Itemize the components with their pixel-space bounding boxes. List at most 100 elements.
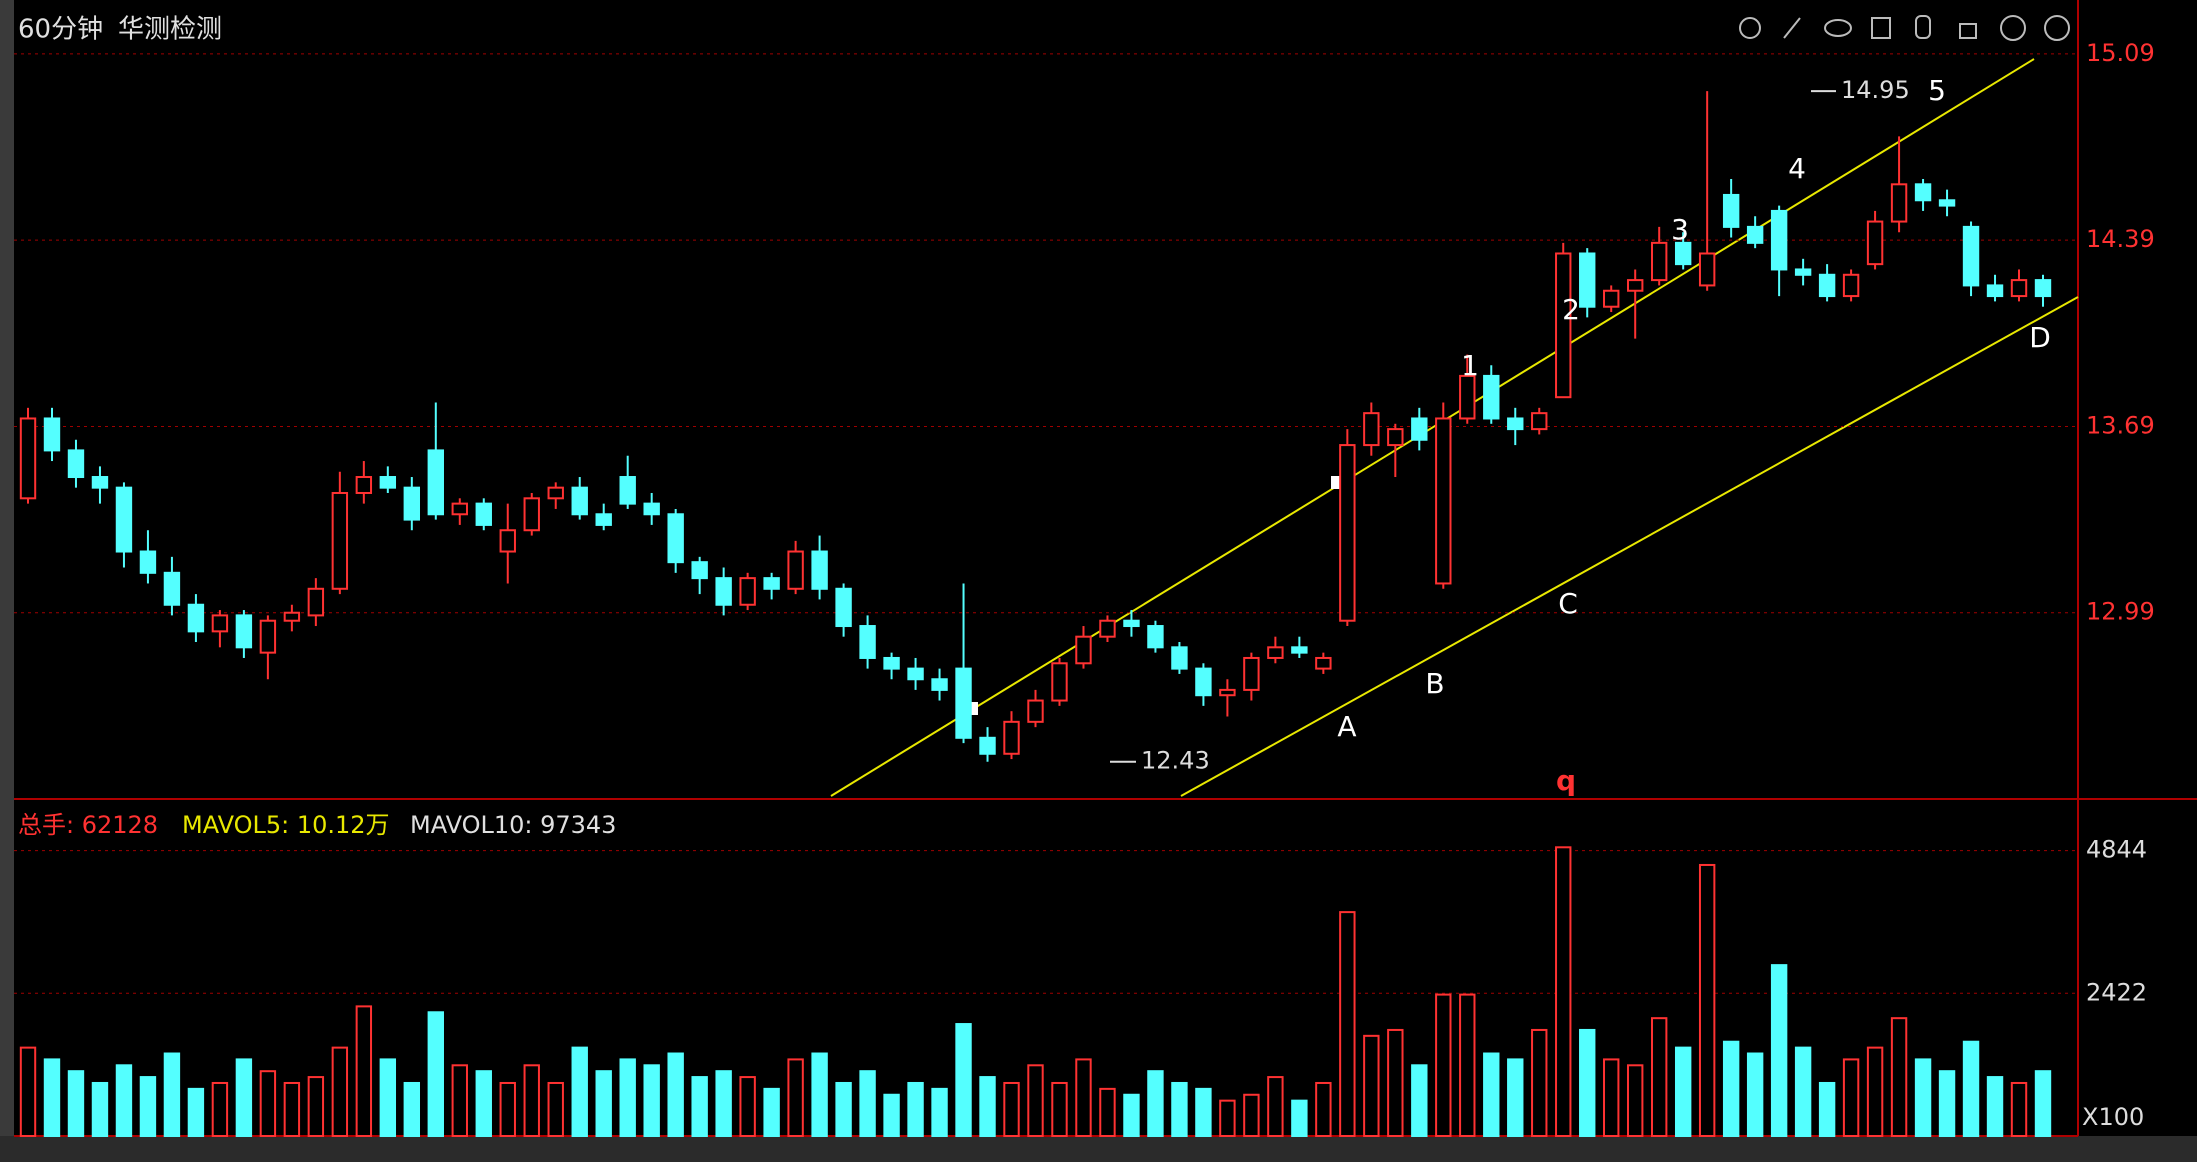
volume-bar [115, 1064, 133, 1138]
bottom-tabs[interactable] [0, 1136, 2197, 1162]
volume-bar [595, 1070, 612, 1137]
volume-bar [139, 1076, 157, 1138]
volume-bar [1339, 911, 1356, 1137]
volume-bar [1003, 1081, 1020, 1137]
marks: 12.99 13.69 14.39 15.09 2422 4844 X100 总手: 6212… [14, 39, 2155, 1138]
wave-label: D [2029, 321, 2051, 354]
volume-bar [43, 1058, 61, 1138]
left-strip [0, 0, 14, 1136]
candle-body [835, 587, 852, 628]
candle-body [1291, 646, 1308, 654]
toolbar[interactable] [1739, 15, 2070, 41]
volume-bar [1770, 964, 1788, 1137]
candle-body [715, 577, 732, 606]
volume-bar [1698, 863, 1716, 1137]
lock-icon[interactable] [1959, 23, 1977, 39]
wave-label: 4 [1788, 152, 1806, 185]
volume-bar [1842, 1058, 1860, 1138]
volume-bar [955, 1023, 972, 1137]
high-annotation: 14.95 [1841, 76, 1910, 104]
candle-body [1027, 699, 1044, 723]
candle-body [235, 614, 253, 649]
candle-body [1890, 183, 1908, 223]
channel [830, 58, 2079, 797]
volume-bar [211, 1081, 229, 1137]
candle-body [955, 667, 972, 739]
wave-label: C [1558, 587, 1578, 620]
candle-body [1363, 412, 1380, 447]
volume-bar [307, 1076, 325, 1138]
zoom-in-icon[interactable] [2000, 15, 2026, 41]
candle-body [499, 529, 516, 553]
candle-body [307, 587, 325, 617]
candle-body [1267, 646, 1284, 659]
candle-body [1243, 656, 1260, 691]
hand-icon[interactable] [1915, 15, 1931, 39]
candle-body [1219, 688, 1236, 697]
period: 60分钟 [18, 15, 103, 45]
y-tick-label: 14.39 [2086, 225, 2155, 253]
volume-bar [1387, 1028, 1404, 1138]
candle-body [1962, 225, 1980, 287]
volume-bar [907, 1081, 924, 1137]
candle-body [931, 678, 948, 691]
candle-body [1698, 252, 1716, 287]
volume-bar [835, 1081, 852, 1137]
candle-body [1794, 268, 1812, 276]
volume-bar [1507, 1058, 1524, 1138]
candle-body [1674, 241, 1692, 266]
candle-body [1483, 374, 1500, 420]
volume-bar [403, 1081, 421, 1137]
volume-bar [1938, 1070, 1956, 1137]
eye-icon[interactable] [1824, 19, 1852, 37]
low-annotation: 12.43 [1141, 747, 1210, 775]
candle-body [1051, 662, 1068, 702]
candle-body [1866, 220, 1884, 266]
volume-bar [91, 1081, 109, 1137]
zoom-out-icon[interactable] [2044, 15, 2070, 41]
volume-bar [691, 1076, 708, 1138]
candle-body [1171, 646, 1188, 670]
settings-icon[interactable] [1739, 17, 1761, 39]
volume-tick-label: 2422 [2086, 978, 2147, 1006]
candle-body [43, 417, 61, 452]
volume-bar [1627, 1064, 1644, 1138]
pen-icon[interactable] [1783, 17, 1801, 39]
candle-body [1123, 619, 1140, 628]
volume-bar [1027, 1064, 1044, 1138]
volume-bar [1603, 1058, 1620, 1138]
candle-body [1555, 252, 1572, 399]
candle-body [1914, 183, 1932, 202]
wave-label: 5 [1928, 74, 1946, 107]
volume-bar [979, 1076, 996, 1138]
candle-body [379, 476, 397, 489]
volume-bar [571, 1046, 588, 1138]
candle-body [1650, 241, 1668, 282]
volume-bar [787, 1058, 804, 1138]
channel-lower [1180, 296, 2079, 797]
candle-body [1147, 625, 1164, 649]
box-icon[interactable] [1871, 17, 1891, 39]
candle-body [1075, 635, 1092, 665]
candle-body [259, 619, 277, 654]
volume-bar [1794, 1046, 1812, 1138]
volume-bar [667, 1052, 684, 1137]
volume-bar [811, 1052, 828, 1137]
indicator: MAVOL5: 10.12万 [182, 811, 390, 839]
volume-bar [1890, 1017, 1908, 1137]
wave-label: 3 [1671, 213, 1689, 246]
candle-body [67, 449, 85, 479]
volume-bar [1459, 993, 1476, 1137]
candle-body [1627, 279, 1644, 292]
wave-label: q [1556, 764, 1576, 797]
volume-bar [1363, 1034, 1380, 1137]
volume-bar [1075, 1058, 1092, 1138]
candle-body [2010, 279, 2028, 298]
wave-label: A [1337, 710, 1356, 743]
volume-bar [1722, 1040, 1740, 1137]
candle-body [523, 497, 540, 532]
volume-bar [163, 1052, 181, 1137]
candle-body [283, 611, 301, 622]
candle-body [1938, 199, 1956, 207]
candle-body [763, 577, 780, 590]
